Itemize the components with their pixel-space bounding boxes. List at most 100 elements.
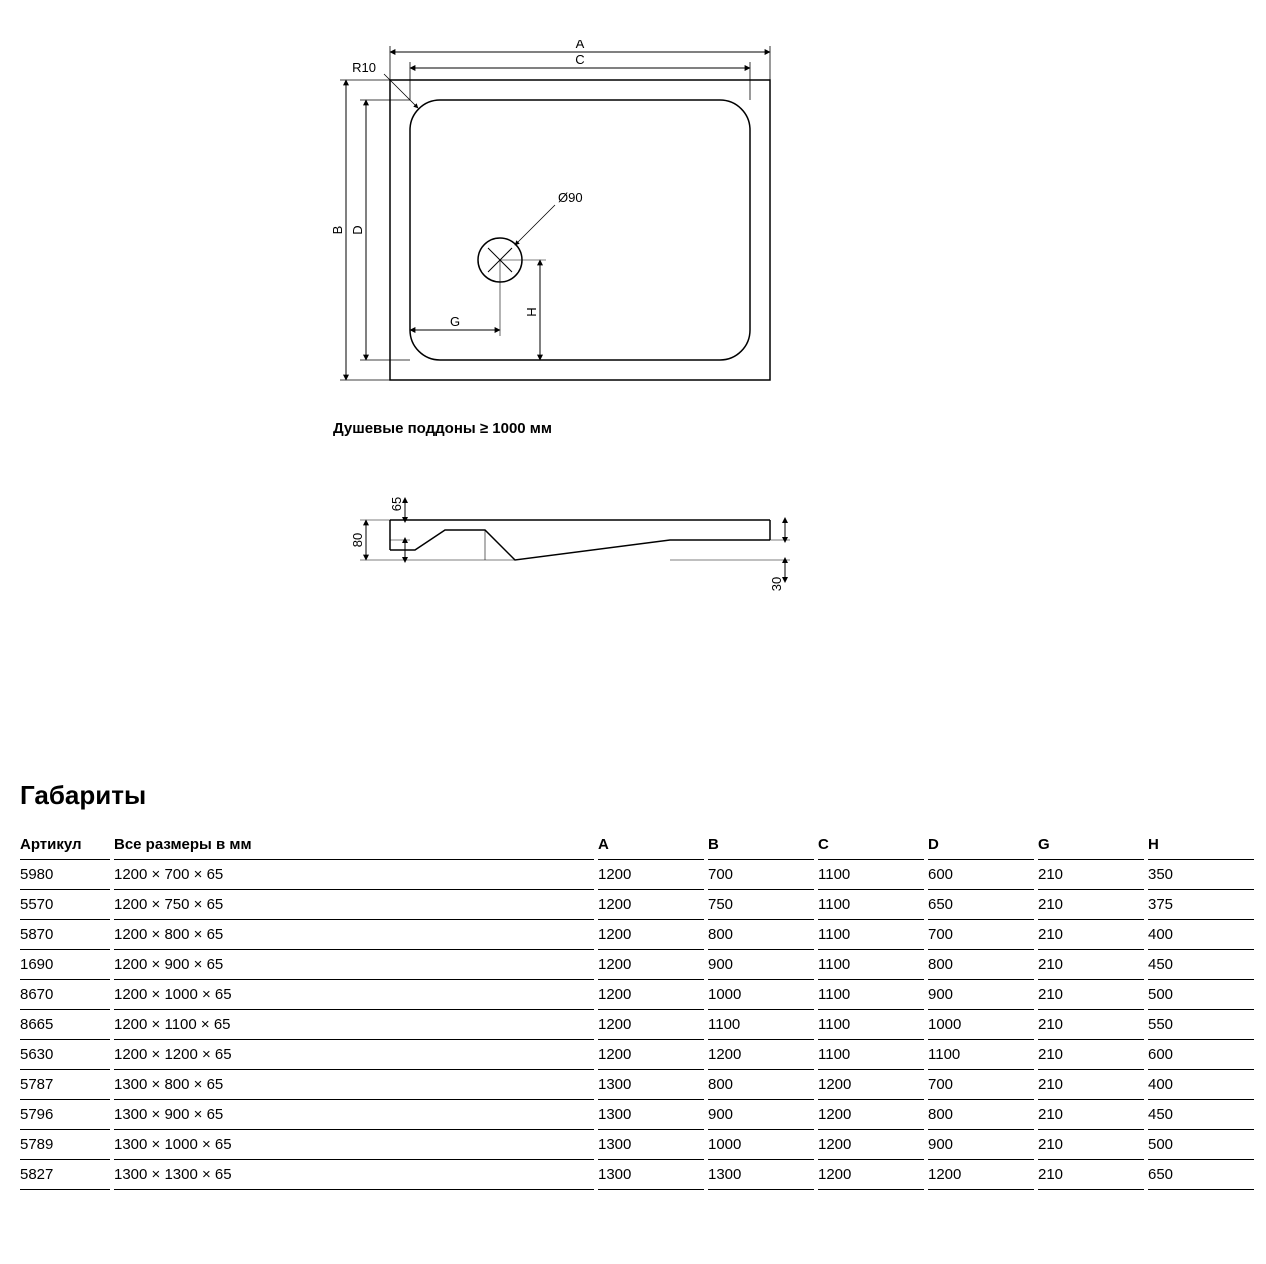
table-cell: 210	[1038, 1040, 1144, 1070]
table-cell: 1200	[818, 1100, 924, 1130]
plan-view: A C B D R10	[330, 40, 770, 380]
table-cell: 1000	[928, 1010, 1034, 1040]
table-row: 59801200 × 700 × 6512007001100600210350	[20, 860, 1254, 890]
table-cell: 5570	[20, 890, 110, 920]
dim-label-g: G	[450, 314, 460, 329]
table-cell: 1200	[818, 1070, 924, 1100]
table-cell: 1200 × 700 × 65	[114, 860, 594, 890]
table-cell: 8670	[20, 980, 110, 1010]
table-cell: 1100	[818, 950, 924, 980]
table-cell: 1690	[20, 950, 110, 980]
table-cell: 1000	[708, 980, 814, 1010]
table-body: 59801200 × 700 × 65120070011006002103505…	[20, 860, 1254, 1190]
table-cell: 1300	[598, 1070, 704, 1100]
table-cell: 700	[928, 920, 1034, 950]
dim-label-d90: Ø90	[558, 190, 583, 205]
th-b: B	[708, 830, 814, 860]
table-cell: 500	[1148, 980, 1254, 1010]
th-size: Все размеры в мм	[114, 830, 594, 860]
table-cell: 400	[1148, 920, 1254, 950]
dimensions-table: Артикул Все размеры в мм A B C D G H 598…	[20, 830, 1254, 1190]
table-cell: 210	[1038, 1160, 1144, 1190]
table-cell: 210	[1038, 1010, 1144, 1040]
table-cell: 900	[928, 980, 1034, 1010]
table-cell: 1300 × 1300 × 65	[114, 1160, 594, 1190]
th-a: A	[598, 830, 704, 860]
table-cell: 210	[1038, 1130, 1144, 1160]
table-cell: 600	[928, 860, 1034, 890]
table-cell: 650	[1148, 1160, 1254, 1190]
table-cell: 1200 × 750 × 65	[114, 890, 594, 920]
table-cell: 1200	[598, 890, 704, 920]
drawing-caption: Душевые поддоны ≥ 1000 мм	[333, 420, 552, 437]
table-cell: 210	[1038, 860, 1144, 890]
table-cell: 1200	[928, 1160, 1034, 1190]
table-cell: 450	[1148, 950, 1254, 980]
table-cell: 210	[1038, 1070, 1144, 1100]
dim-label-d: D	[350, 225, 365, 234]
table-cell: 1100	[818, 980, 924, 1010]
table-cell: 1100	[928, 1040, 1034, 1070]
dim-label-h: H	[524, 307, 539, 316]
drawing-svg: A C B D R10	[330, 40, 930, 660]
th-article: Артикул	[20, 830, 110, 860]
table-cell: 650	[928, 890, 1034, 920]
dim-label-c: C	[575, 52, 584, 67]
table-cell: 700	[928, 1070, 1034, 1100]
table-cell: 1200 × 1200 × 65	[114, 1040, 594, 1070]
table-cell: 800	[708, 920, 814, 950]
table-cell: 5980	[20, 860, 110, 890]
table-cell: 1200	[598, 950, 704, 980]
table-cell: 1300	[598, 1160, 704, 1190]
table-cell: 350	[1148, 860, 1254, 890]
th-d: D	[928, 830, 1034, 860]
table-cell: 5796	[20, 1100, 110, 1130]
table-cell: 210	[1038, 980, 1144, 1010]
table-cell: 210	[1038, 950, 1144, 980]
table-cell: 1200	[598, 1010, 704, 1040]
section-view: 65 80 30	[350, 497, 790, 591]
table-cell: 550	[1148, 1010, 1254, 1040]
table-cell: 210	[1038, 920, 1144, 950]
table-row: 57961300 × 900 × 6513009001200800210450	[20, 1100, 1254, 1130]
table-row: 86651200 × 1100 × 6512001100110010002105…	[20, 1010, 1254, 1040]
table-row: 57871300 × 800 × 6513008001200700210400	[20, 1070, 1254, 1100]
table-row: 56301200 × 1200 × 6512001200110011002106…	[20, 1040, 1254, 1070]
table-row: 55701200 × 750 × 6512007501100650210375	[20, 890, 1254, 920]
table-cell: 500	[1148, 1130, 1254, 1160]
th-g: G	[1038, 830, 1144, 860]
table-cell: 1100	[818, 1040, 924, 1070]
table-row: 58701200 × 800 × 6512008001100700210400	[20, 920, 1254, 950]
table-cell: 1200 × 800 × 65	[114, 920, 594, 950]
table-cell: 5789	[20, 1130, 110, 1160]
table-cell: 1100	[818, 920, 924, 950]
table-cell: 1000	[708, 1130, 814, 1160]
page: A C B D R10	[0, 0, 1266, 1264]
table-cell: 5870	[20, 920, 110, 950]
table-cell: 1200 × 900 × 65	[114, 950, 594, 980]
table-cell: 1200 × 1000 × 65	[114, 980, 594, 1010]
table-cell: 1100	[818, 890, 924, 920]
th-c: C	[818, 830, 924, 860]
table-cell: 1200	[818, 1160, 924, 1190]
table-cell: 1300	[598, 1130, 704, 1160]
table-cell: 1200	[708, 1040, 814, 1070]
table-cell: 1300 × 900 × 65	[114, 1100, 594, 1130]
dim-label-30: 30	[769, 577, 784, 591]
table-cell: 400	[1148, 1070, 1254, 1100]
table-cell: 900	[928, 1130, 1034, 1160]
table-cell: 5630	[20, 1040, 110, 1070]
table-row: 57891300 × 1000 × 6513001000120090021050…	[20, 1130, 1254, 1160]
table-cell: 375	[1148, 890, 1254, 920]
table-cell: 5787	[20, 1070, 110, 1100]
table-cell: 210	[1038, 890, 1144, 920]
table-cell: 1300 × 800 × 65	[114, 1070, 594, 1100]
table-head: Артикул Все размеры в мм A B C D G H	[20, 830, 1254, 860]
table-cell: 1200	[598, 920, 704, 950]
table-cell: 750	[708, 890, 814, 920]
table-cell: 1300	[708, 1160, 814, 1190]
table-cell: 1200	[818, 1130, 924, 1160]
table-cell: 1100	[818, 860, 924, 890]
dim-label-65: 65	[389, 497, 404, 511]
table-cell: 800	[708, 1070, 814, 1100]
